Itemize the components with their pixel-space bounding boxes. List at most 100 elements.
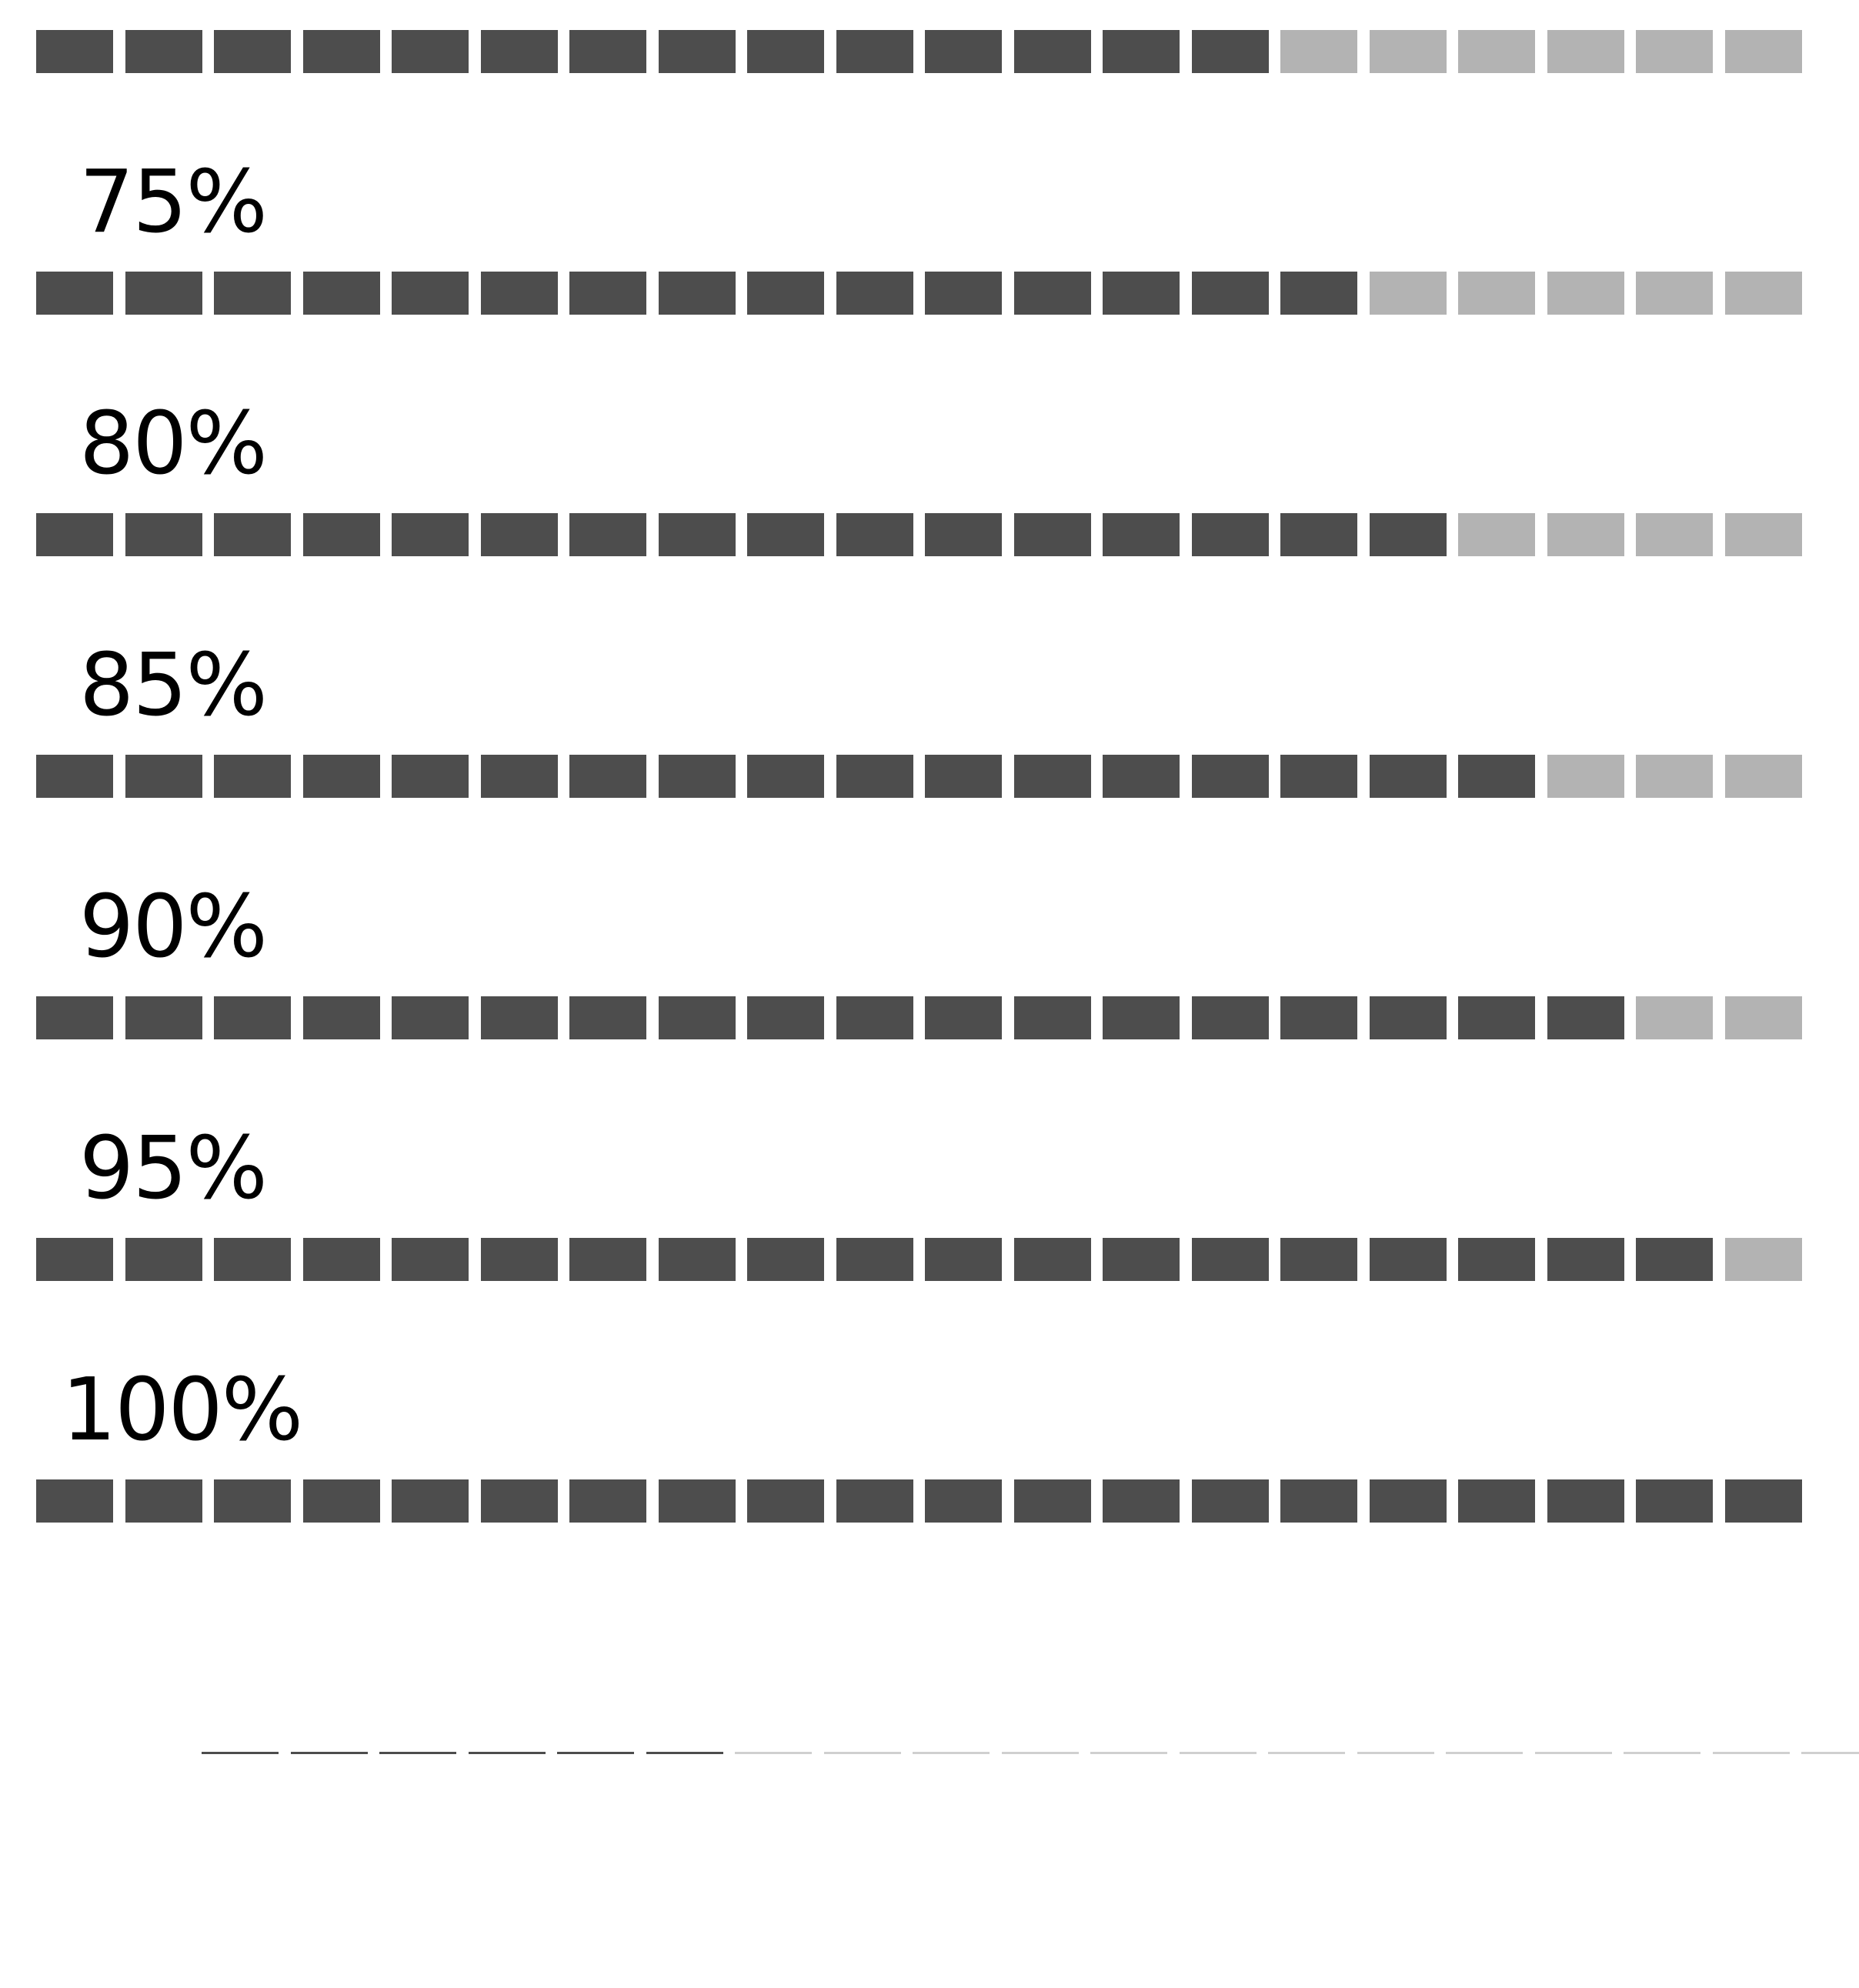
- segment-filled: [1636, 1479, 1713, 1523]
- segment-filled: [925, 755, 1002, 798]
- segment-filled: [925, 272, 1002, 315]
- segment-filled: [214, 996, 291, 1039]
- segment-filled: [392, 755, 469, 798]
- segment-filled: [1103, 1479, 1180, 1523]
- segment-empty: [1636, 30, 1713, 73]
- segment-filled: [481, 996, 558, 1039]
- thin-segment-empty: [1801, 1752, 1859, 1754]
- segment-filled: [1547, 1479, 1624, 1523]
- thin-segment-empty: [735, 1752, 812, 1754]
- segment-filled: [481, 1238, 558, 1281]
- segment-filled: [125, 1238, 202, 1281]
- segment-filled: [1280, 513, 1357, 556]
- segment-empty: [1370, 272, 1447, 315]
- segment-empty: [1636, 513, 1713, 556]
- segment-filled: [836, 755, 913, 798]
- segment-filled: [836, 30, 913, 73]
- segment-filled: [1458, 996, 1535, 1039]
- segment-filled: [747, 996, 824, 1039]
- segment-empty: [1636, 755, 1713, 798]
- thin-segment-filled: [557, 1752, 634, 1754]
- meter-percent-label: 85%: [79, 635, 268, 735]
- meter-percent-label: 100%: [62, 1360, 303, 1460]
- segment-filled: [36, 30, 113, 73]
- segment-filled: [1280, 755, 1357, 798]
- thin-segment-filled: [202, 1752, 279, 1754]
- segment-filled: [747, 1238, 824, 1281]
- segment-filled: [747, 1479, 824, 1523]
- segment-empty: [1280, 30, 1357, 73]
- segment-filled: [1280, 1479, 1357, 1523]
- segment-filled: [1103, 755, 1180, 798]
- segment-empty: [1725, 272, 1802, 315]
- segment-filled: [1370, 996, 1447, 1039]
- segment-filled: [1370, 1479, 1447, 1523]
- segment-filled: [481, 1479, 558, 1523]
- segment-filled: [125, 513, 202, 556]
- segment-filled: [925, 513, 1002, 556]
- segment-filled: [125, 1479, 202, 1523]
- segment-filled: [836, 996, 913, 1039]
- segment-filled: [1014, 1479, 1091, 1523]
- segment-filled: [303, 1479, 380, 1523]
- segment-filled: [1014, 513, 1091, 556]
- thin-segment-filled: [646, 1752, 723, 1754]
- meter-percent-label: 80%: [79, 394, 268, 494]
- segment-filled: [214, 272, 291, 315]
- segment-empty: [1458, 30, 1535, 73]
- segment-filled: [836, 513, 913, 556]
- segment-filled: [36, 272, 113, 315]
- segment-filled: [1280, 996, 1357, 1039]
- segment-filled: [481, 30, 558, 73]
- segment-filled: [925, 1238, 1002, 1281]
- segment-filled: [1547, 996, 1624, 1039]
- segment-filled: [303, 996, 380, 1039]
- segment-filled: [1103, 513, 1180, 556]
- segment-filled: [36, 513, 113, 556]
- segment-empty: [1547, 755, 1624, 798]
- segment-filled: [392, 513, 469, 556]
- segment-empty: [1547, 272, 1624, 315]
- meter-percent-label: 90%: [79, 877, 268, 977]
- thin-segment-empty: [1090, 1752, 1167, 1754]
- segment-filled: [125, 272, 202, 315]
- segment-empty: [1370, 30, 1447, 73]
- segment-filled: [1725, 1479, 1802, 1523]
- segment-filled: [1192, 272, 1269, 315]
- segment-filled: [1370, 755, 1447, 798]
- segment-filled: [303, 513, 380, 556]
- segment-filled: [303, 1238, 380, 1281]
- segmented-progress-bar: [36, 513, 1806, 556]
- segment-filled: [1458, 1479, 1535, 1523]
- segment-filled: [303, 755, 380, 798]
- thin-segment-empty: [1357, 1752, 1434, 1754]
- segment-filled: [659, 272, 736, 315]
- segment-filled: [36, 755, 113, 798]
- segment-filled: [303, 272, 380, 315]
- thin-segment-filled: [469, 1752, 546, 1754]
- segment-filled: [569, 1479, 646, 1523]
- segment-filled: [1636, 1238, 1713, 1281]
- segmented-progress-bar: [36, 996, 1806, 1039]
- segment-filled: [925, 30, 1002, 73]
- thin-segment-empty: [1624, 1752, 1700, 1754]
- segment-filled: [1192, 30, 1269, 73]
- segment-filled: [481, 513, 558, 556]
- segment-filled: [1458, 755, 1535, 798]
- segment-filled: [1192, 1479, 1269, 1523]
- segment-empty: [1547, 513, 1624, 556]
- segment-filled: [1280, 1238, 1357, 1281]
- segment-filled: [1547, 1238, 1624, 1281]
- segment-filled: [1014, 1238, 1091, 1281]
- segment-filled: [659, 30, 736, 73]
- thin-segment-empty: [1268, 1752, 1345, 1754]
- segment-filled: [659, 513, 736, 556]
- thin-segment-empty: [913, 1752, 990, 1754]
- thin-segment-empty: [824, 1752, 901, 1754]
- thin-segment-empty: [1446, 1752, 1523, 1754]
- segment-filled: [1103, 30, 1180, 73]
- segment-filled: [569, 755, 646, 798]
- segment-filled: [481, 272, 558, 315]
- segmented-progress-bar: [36, 30, 1806, 73]
- segment-filled: [1014, 30, 1091, 73]
